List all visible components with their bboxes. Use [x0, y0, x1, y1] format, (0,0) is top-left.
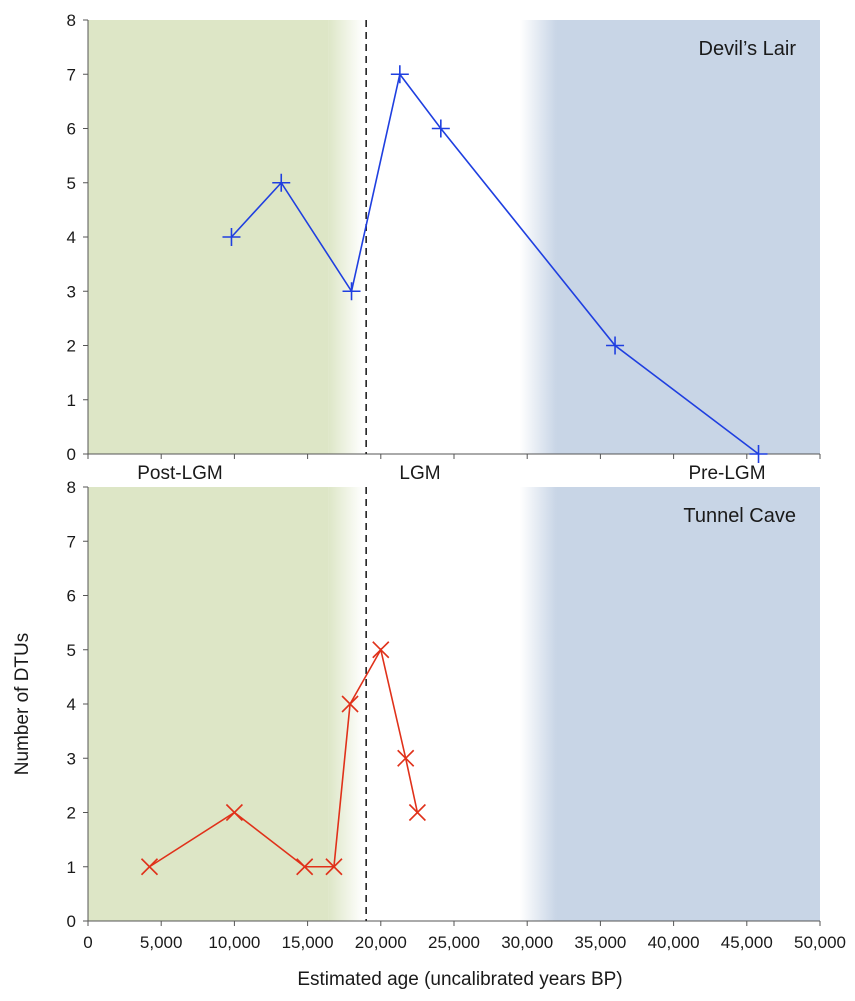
band-post-lgm-fade	[328, 487, 364, 921]
series-line	[149, 647, 419, 868]
data-point	[606, 336, 625, 355]
y-tick-label: 7	[67, 532, 76, 551]
data-point	[272, 173, 291, 192]
y-tick-label: 4	[67, 228, 76, 247]
x-tick-label: 25,000	[428, 933, 480, 952]
y-tick-label: 7	[67, 65, 76, 84]
data-point	[296, 858, 314, 876]
y-tick-label: 6	[67, 120, 76, 139]
data-point	[431, 119, 450, 138]
y-tick-label: 5	[67, 641, 76, 660]
y-tick-label: 3	[67, 749, 76, 768]
y-tick-label: 2	[67, 804, 76, 823]
period-label: LGM	[399, 463, 440, 484]
x-tick-label: 45,000	[721, 933, 773, 952]
data-point	[140, 858, 159, 876]
data-point	[225, 803, 243, 822]
y-tick-label: 3	[67, 282, 76, 301]
x-tick-label: 30,000	[501, 933, 553, 952]
data-point	[341, 695, 359, 713]
x-tick-label: 5,000	[140, 933, 183, 952]
panel-title: Tunnel Cave	[683, 505, 796, 527]
band-post-lgm	[88, 20, 329, 454]
x-tick-label: 15,000	[282, 933, 334, 952]
band-pre-lgm-fade	[519, 487, 557, 921]
x-tick-label: 0	[83, 933, 92, 952]
data-point	[408, 803, 426, 822]
data-point	[342, 282, 361, 301]
y-tick-label: 5	[67, 174, 76, 193]
x-tick-label: 20,000	[355, 933, 407, 952]
band-post-lgm-fade	[328, 20, 364, 454]
period-label: Post-LGM	[137, 463, 223, 484]
y-tick-label: 0	[67, 912, 76, 931]
band-pre-lgm	[556, 20, 820, 454]
panel-title: Devil’s Lair	[699, 38, 797, 60]
y-tick-label: 4	[67, 695, 76, 714]
band-pre-lgm-fade	[519, 20, 557, 454]
y-tick-label: 1	[67, 858, 76, 877]
band-post-lgm	[88, 487, 329, 921]
period-label: Pre-LGM	[688, 463, 765, 484]
band-pre-lgm	[556, 487, 820, 921]
data-point	[325, 858, 343, 876]
data-point	[390, 65, 409, 84]
data-point	[372, 641, 390, 659]
y-tick-label: 0	[67, 445, 76, 464]
data-point	[749, 445, 768, 463]
data-point	[397, 749, 415, 767]
x-axis-title: Estimated age (uncalibrated years BP)	[297, 969, 622, 990]
data-point	[222, 228, 241, 246]
y-tick-label: 1	[67, 391, 76, 410]
x-tick-label: 50,000	[794, 933, 846, 952]
y-tick-label: 2	[67, 337, 76, 356]
y-tick-label: 8	[67, 478, 76, 497]
y-tick-label: 8	[67, 11, 76, 30]
x-tick-label: 40,000	[648, 933, 700, 952]
y-axis-title: Number of DTUs	[12, 633, 33, 776]
x-tick-label: 35,000	[574, 933, 626, 952]
x-tick-label: 10,000	[208, 933, 260, 952]
y-tick-label: 6	[67, 587, 76, 606]
